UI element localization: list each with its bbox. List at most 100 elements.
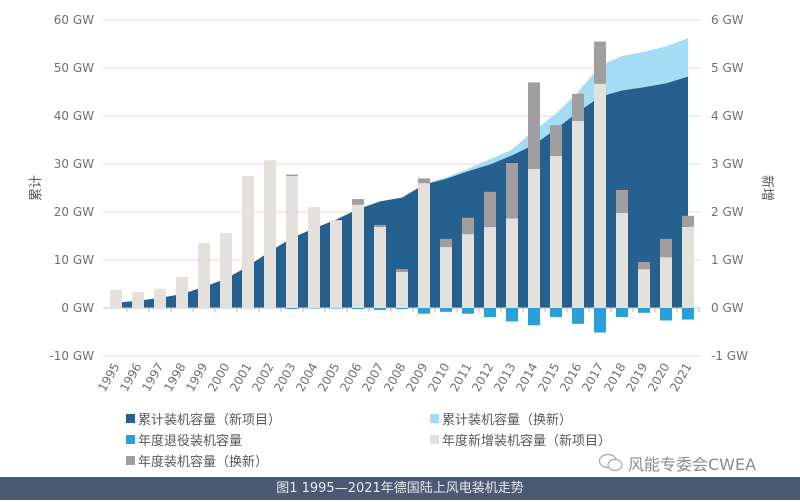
bar-retired (682, 308, 694, 320)
x-tick-label: 2011 (447, 361, 474, 394)
x-tick-label: 1997 (139, 361, 166, 394)
bar-retired (638, 308, 650, 313)
bar-retired (462, 308, 474, 314)
bar-retired (484, 308, 496, 318)
bar-retired (418, 308, 430, 314)
bar-annual-new (572, 120, 584, 308)
x-tick-label: 2016 (557, 361, 584, 394)
x-tick-label: 2013 (491, 361, 518, 394)
x-tick-label: 1996 (117, 361, 144, 394)
bar-annual-repower (638, 261, 650, 270)
legend-item-annual-new: 年度新增装机容量（新项目） (430, 430, 611, 449)
legend-item-cumulative-repower: 累计装机容量（换新） (430, 409, 572, 428)
bar-retired (396, 308, 408, 309)
left-tick-label: 30 GW (54, 157, 94, 171)
x-tick-label: 2007 (359, 361, 386, 394)
bar-retired (528, 308, 540, 326)
annual-bars (103, 41, 700, 333)
bar-retired (374, 308, 386, 310)
wechat-icon (598, 453, 623, 472)
bar-annual-new (132, 292, 144, 308)
right-tick-label: 4 GW (711, 109, 744, 123)
left-axis-label: 累计 (29, 175, 44, 201)
area-cumulative-new (116, 76, 688, 308)
bar-annual-new (682, 226, 694, 308)
bar-annual-repower (374, 224, 386, 227)
legend-swatch (126, 414, 135, 423)
bar-annual-new (308, 207, 320, 308)
bar-annual-repower (462, 217, 474, 235)
bar-annual-new (110, 289, 122, 308)
x-tick-label: 2020 (645, 361, 672, 394)
x-tick-label: 1998 (161, 361, 188, 394)
bar-annual-repower (484, 191, 496, 227)
x-tick-label: 2017 (579, 361, 606, 394)
left-tick-label: 60 GW (54, 13, 94, 27)
legend-label: 年度新增装机容量（新项目） (442, 434, 612, 449)
x-tick-label: 2009 (403, 361, 430, 394)
bar-retired (506, 308, 518, 322)
x-tick-label: 2002 (249, 361, 276, 394)
bar-annual-new (506, 218, 518, 308)
bar-annual-new (484, 226, 496, 308)
bar-retired (286, 308, 298, 309)
bar-annual-new (154, 288, 166, 308)
right-tick-label: 0 GW (711, 301, 744, 315)
right-tick-label: 2 GW (711, 205, 744, 219)
x-tick-label: 2019 (623, 361, 650, 394)
bar-annual-new (616, 212, 628, 308)
x-tick-label: 2005 (315, 361, 342, 394)
bar-annual-new (242, 176, 254, 308)
bar-annual-new (286, 176, 298, 308)
legend-label: 年度退役装机容量 (138, 434, 243, 449)
bar-annual-new (418, 183, 430, 308)
chart: -10 GW 0 GW 10 GW 20 GW 30 GW 40 GW 50 GW 60 GW… (29, 13, 775, 394)
bar-annual-new (594, 83, 606, 308)
legend-swatch (430, 435, 439, 444)
bar-annual-new (550, 155, 562, 308)
x-tick-label: 2006 (337, 361, 364, 394)
bar-annual-new (396, 272, 408, 308)
legend-item-retired: 年度退役装机容量 (126, 430, 242, 449)
x-tick-label: 1999 (183, 361, 210, 394)
bar-annual-new (220, 233, 232, 308)
bar-annual-new (374, 226, 386, 308)
bar-annual-new (352, 204, 364, 308)
bar-retired (572, 308, 584, 324)
legend-swatch (126, 435, 135, 444)
bar-annual-repower (594, 41, 606, 84)
left-tick-label: 20 GW (54, 205, 94, 219)
x-tick-label: 2015 (535, 361, 562, 394)
legend-label: 累计装机容量（换新） (442, 413, 573, 428)
x-tick-label: 2004 (293, 361, 320, 394)
x-tick-label: 2000 (205, 361, 232, 394)
bar-annual-repower (352, 199, 364, 205)
bar-retired (616, 308, 628, 318)
right-tick-label: -1 GW (711, 349, 748, 363)
x-tick-label: 2001 (227, 361, 254, 394)
left-tick-label: -10 GW (49, 349, 94, 363)
x-tick-label: 1995 (95, 361, 122, 394)
bar-retired (440, 308, 452, 312)
right-tick-label: 1 GW (711, 253, 744, 267)
bar-retired (550, 308, 562, 318)
bar-annual-repower (550, 125, 562, 156)
x-tick-label: 2014 (513, 361, 540, 394)
bar-annual-repower (616, 189, 628, 213)
left-tick-label: 0 GW (61, 301, 94, 315)
legend-swatch (126, 456, 135, 465)
bar-annual-new (528, 168, 540, 308)
left-tick-label: 10 GW (54, 253, 94, 267)
bar-annual-new (330, 220, 342, 308)
bar-annual-new (660, 257, 672, 308)
bar-annual-new (198, 243, 210, 308)
bar-annual-repower (506, 163, 518, 219)
bar-annual-repower (572, 93, 584, 121)
legend-label: 年度装机容量（换新） (138, 455, 269, 470)
x-tick-label: 2010 (425, 361, 452, 394)
bar-retired (352, 308, 364, 309)
bar-annual-new (264, 160, 276, 308)
x-tick-label: 2012 (469, 361, 496, 394)
x-tick-label: 2018 (601, 361, 628, 394)
watermark: 风能专委会CWEA (598, 451, 756, 475)
